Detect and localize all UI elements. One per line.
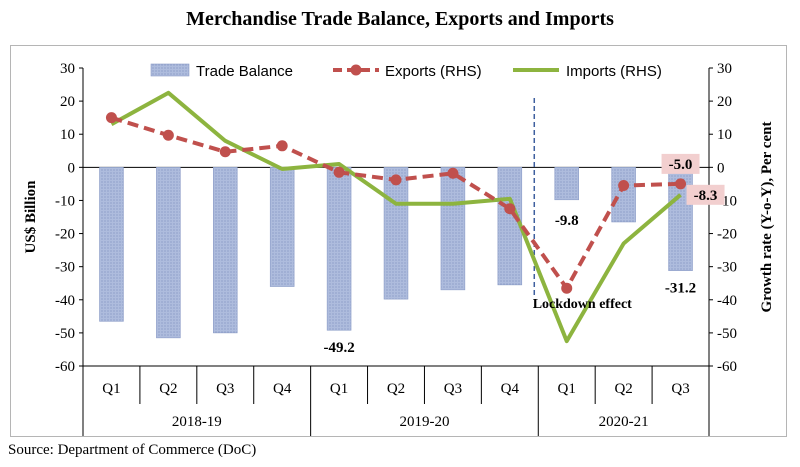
data-label: -9.8 [555,213,579,229]
exports-point [105,112,117,124]
right-tick-label: -20 [717,227,737,243]
trade-balance-bar [497,167,523,286]
legend-marker-exports [350,64,362,76]
trade-balance-bar [269,167,295,287]
chart-title: Merchandise Trade Balance, Exports and I… [186,8,614,30]
category-label: Q3 [216,381,234,397]
data-label-highlight [661,153,700,174]
data-label: -8.3 [694,188,718,204]
category-label: Q3 [444,381,462,397]
trade-balance-bar [383,167,409,300]
trade-balance-bar [440,167,466,291]
exports-point [447,167,459,179]
right-tick-label: -60 [717,359,737,375]
right-tick-label: -50 [717,326,737,342]
left-tick-label: -50 [55,326,75,342]
imports-line [110,90,682,344]
right-tick-label: 30 [717,61,732,77]
exports-point [504,203,516,215]
trade-balance-bar [554,167,579,201]
right-tick-label: 0 [717,160,725,176]
lockdown-annotation: Lockdown effect [533,297,632,312]
left-tick-label: -30 [55,260,75,276]
group-label: 2020-21 [599,414,649,430]
trade-balance-bar [156,167,181,339]
exports-point [219,146,231,158]
left-tick-label: -60 [55,359,75,375]
exports-point [333,166,345,178]
group-label: 2018-19 [172,414,222,430]
exports-point [276,140,288,152]
category-label: Q1 [558,381,576,397]
right-tick-label: -40 [717,293,737,309]
data-label: -31.2 [665,281,696,297]
legend-label: Imports (RHS) [566,63,662,80]
exports-point [561,282,573,294]
left-tick-label: 10 [60,127,75,143]
legend-label: Trade Balance [196,63,293,80]
category-label: Q2 [387,381,405,397]
category-label: Q1 [102,381,120,397]
left-tick-label: -40 [55,293,75,309]
exports-point [390,174,402,186]
trade-balance-bar [99,167,124,322]
chart-frame: 30 30 20 20 10 10 0 0 -10 -10 -20 -20 -30 -30 -40 -40 -5… [10,45,787,437]
right-tick-label: -30 [717,260,737,276]
category-label: Q3 [671,381,689,397]
exports-point [162,129,174,141]
category-label: Q2 [159,381,177,397]
right-tick-label: 10 [717,127,732,143]
trade-balance-bar [326,167,352,331]
left-tick-label: -20 [55,227,75,243]
legend-swatch-trade-balance [150,63,190,77]
left-tick-label: 30 [60,61,75,77]
category-label: Q4 [273,381,292,397]
group-label: 2019-20 [399,414,449,430]
exports-point [675,178,687,190]
y-axis-right-title: Growth rate (Y-o-Y), Per cent [759,122,775,313]
data-label: -5.0 [669,157,693,173]
left-tick-label: 20 [60,94,75,110]
category-label: Q1 [330,381,348,397]
legend-label: Exports (RHS) [385,63,482,80]
category-label: Q2 [614,381,632,397]
data-label-highlight [686,184,725,205]
left-tick-label: 0 [68,160,76,176]
data-label: -49.2 [323,340,354,356]
source-note: Source: Department of Commerce (DoC) [8,442,257,458]
left-tick-label: -10 [55,193,75,209]
trade-balance-bar [213,167,238,334]
y-axis-left-title: US$ Billion [23,180,39,254]
exports-point [618,180,630,192]
category-label: Q4 [501,381,520,397]
right-tick-label: 20 [717,94,732,110]
trade-balance-bar [611,167,636,223]
